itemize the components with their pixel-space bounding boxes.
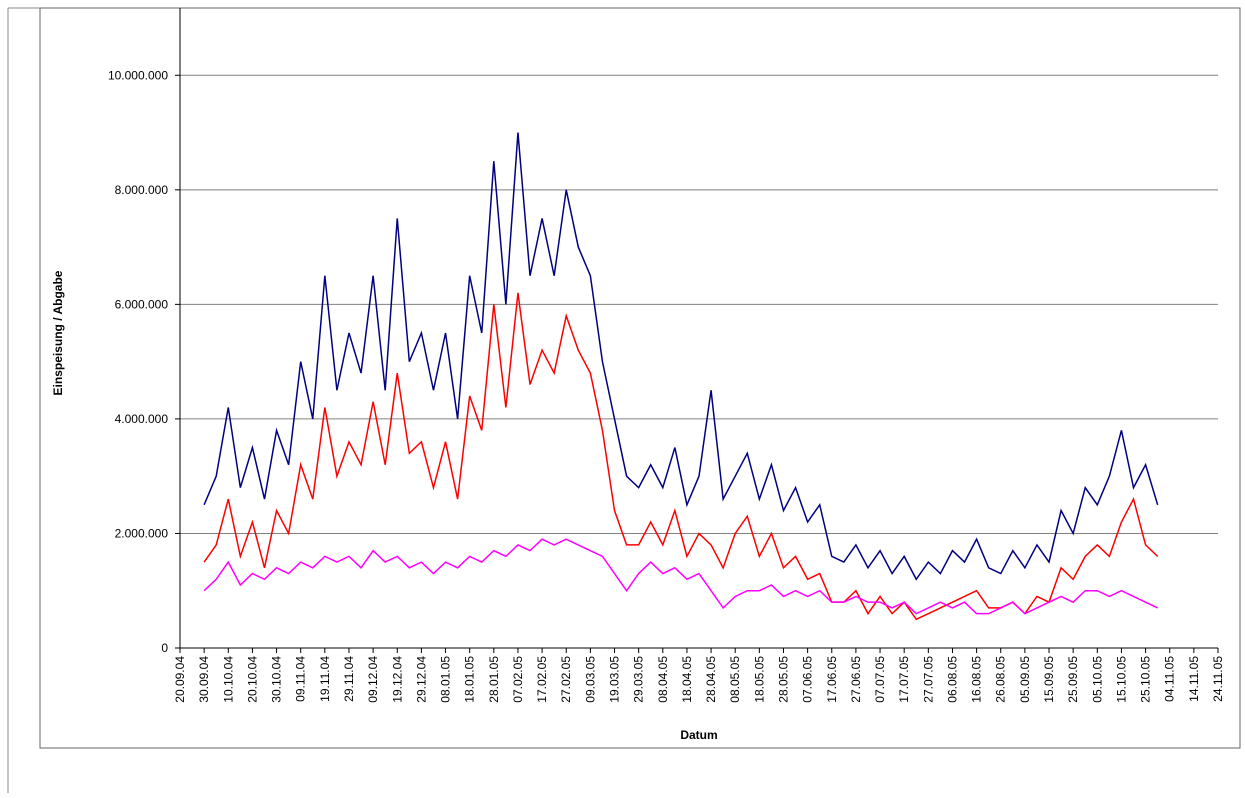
y-tick-label: 10.000.000 — [108, 68, 168, 82]
x-tick-label: 30.10.04 — [270, 656, 284, 703]
x-tick-label: 17.06.05 — [825, 656, 839, 703]
x-tick-label: 07.02.05 — [511, 656, 525, 703]
y-tick-label: 8.000.000 — [115, 183, 169, 197]
series-line — [203, 292, 1159, 621]
x-tick-label: 09.11.04 — [294, 656, 308, 702]
x-tick-label: 08.04.05 — [656, 656, 670, 703]
x-tick-label: 18.04.05 — [680, 656, 694, 703]
x-tick-label: 05.10.05 — [1090, 656, 1104, 703]
x-tick-label: 07.07.05 — [873, 656, 887, 703]
x-tick-label: 06.08.05 — [945, 656, 959, 703]
x-tick-label: 27.07.05 — [921, 656, 935, 703]
x-tick-label: 28.05.05 — [776, 656, 790, 703]
x-tick-label: 26.08.05 — [994, 656, 1008, 703]
x-tick-label: 17.07.05 — [897, 656, 911, 703]
x-tick-label: 08.01.05 — [439, 656, 453, 703]
x-tick-label: 27.06.05 — [849, 656, 863, 703]
x-tick-label: 25.09.05 — [1066, 656, 1080, 703]
x-tick-label: 28.04.05 — [704, 656, 718, 703]
x-tick-label: 09.03.05 — [583, 656, 597, 703]
x-tick-label: 18.01.05 — [463, 656, 477, 703]
x-tick-label: 10.10.04 — [221, 656, 235, 703]
x-tick-label: 27.02.05 — [559, 656, 573, 703]
y-tick-label: 0 — [161, 641, 168, 655]
series-line — [203, 132, 1159, 581]
x-tick-label: 08.05.05 — [728, 656, 742, 703]
x-tick-label: 14.11.05 — [1187, 656, 1201, 702]
x-tick-label: 16.08.05 — [970, 656, 984, 703]
x-tick-label: 20.10.04 — [245, 656, 259, 703]
x-tick-label: 19.12.04 — [390, 656, 404, 703]
x-tick-label: 18.05.05 — [752, 656, 766, 703]
x-tick-label: 09.12.04 — [366, 656, 380, 703]
x-tick-label: 07.06.05 — [801, 656, 815, 703]
x-tick-label: 30.09.04 — [197, 656, 211, 703]
x-tick-label: 04.11.05 — [1163, 656, 1177, 702]
chart-area — [39, 7, 1241, 749]
x-tick-label: 17.02.05 — [535, 656, 549, 703]
series-line — [203, 538, 1158, 615]
x-tick-label: 24.11.05 — [1211, 656, 1225, 702]
y-tick-label: 6.000.000 — [115, 297, 169, 311]
x-tick-label: 29.03.05 — [632, 656, 646, 703]
y-axis-label: Einspeisung / Abgabe — [51, 270, 65, 395]
x-tick-label: 20.09.04 — [173, 656, 187, 703]
x-tick-label: 25.10.05 — [1139, 656, 1153, 703]
y-tick-label: 2.000.000 — [115, 526, 169, 540]
x-tick-label: 05.09.05 — [1018, 656, 1032, 703]
x-tick-label: 15.09.05 — [1042, 656, 1056, 703]
x-tick-label: 28.01.05 — [487, 656, 501, 703]
x-tick-label: 29.11.04 — [342, 656, 356, 702]
x-tick-label: 19.11.04 — [318, 656, 332, 702]
x-tick-label: 29.12.04 — [414, 656, 428, 703]
x-axis-label: Datum — [680, 728, 717, 742]
x-tick-label: 19.03.05 — [608, 656, 622, 703]
y-tick-label: 4.000.000 — [115, 412, 169, 426]
x-tick-label: 15.10.05 — [1114, 656, 1128, 703]
